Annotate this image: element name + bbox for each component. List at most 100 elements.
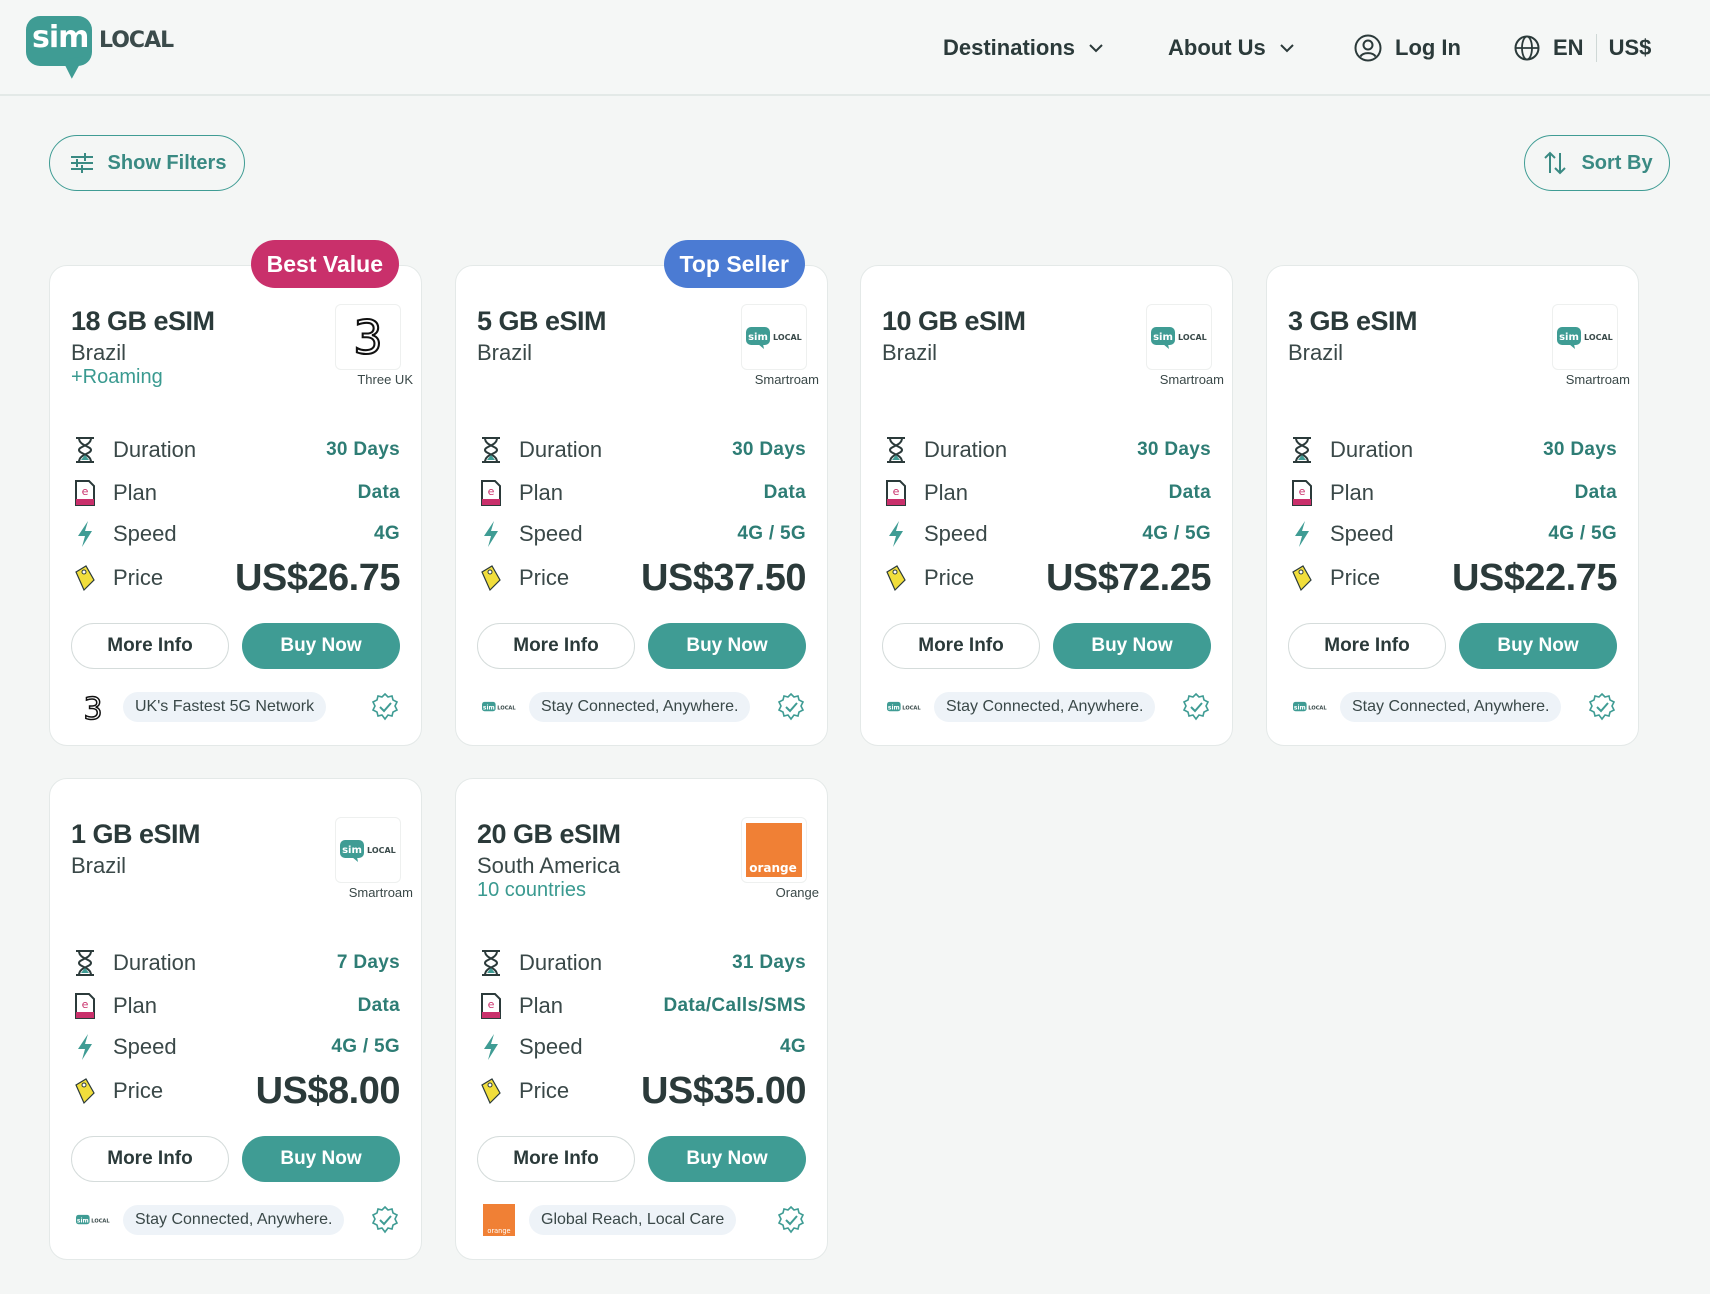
price-label: Price [519,1078,570,1103]
buy-now-button[interactable]: Buy Now [648,1136,806,1182]
duration-value: 30 Days [326,439,400,460]
nav-about-us[interactable]: About Us [1168,30,1296,66]
show-filters-button[interactable]: Show Filters [49,135,245,191]
plan-title: 20 GB eSIM [477,819,621,849]
speed-value: 4G / 5G [331,1036,400,1057]
user-circle-icon [1354,34,1382,62]
plan-label: Plan [924,480,969,505]
duration-value: 30 Days [1137,439,1211,460]
esim-card: Top Seller 5 GB eSIM Brazil sim LOCAL Sma… [455,240,828,746]
svg-text:e: e [488,485,495,498]
svg-text:sim: sim [888,705,900,712]
more-info-button[interactable]: More Info [477,1136,635,1182]
svg-text:e: e [893,485,900,498]
price-row: Price US$37.50 [477,557,807,599]
svg-text:LOCAL: LOCAL [91,1219,110,1225]
nav-destinations-label: Destinations [943,35,1076,60]
hourglass-icon [71,436,99,464]
plan-country: Brazil [882,340,938,365]
price-label: Price [113,565,164,590]
duration-label: Duration [113,437,197,462]
roaming-link[interactable]: +Roaming [71,366,163,388]
tagline-badge: Stay Connected, Anywhere. [934,692,1156,722]
hourglass-icon [477,436,505,464]
top-seller-badge: Top Seller [663,240,805,288]
svg-text:LOCAL: LOCAL [902,706,921,712]
buy-now-button[interactable]: Buy Now [1053,623,1211,669]
plan-label: Plan [113,993,158,1018]
buy-now-button[interactable]: Buy Now [648,623,806,669]
lightning-icon [477,1033,505,1061]
simlocal-mini-logo: sim LOCAL [1288,691,1332,723]
plan-row: e Plan Data [477,477,806,509]
card-footer: orange Global Reach, Local Care [477,1200,806,1240]
card-footer: sim LOCAL Stay Connected, Anywhere. [1288,687,1617,727]
esim-chip-icon: e [477,479,505,507]
svg-text:3: 3 [83,692,102,722]
svg-text:LOCAL: LOCAL [497,706,516,712]
operator-name: Smartroam [348,885,413,900]
svg-text:LOCAL: LOCAL [773,333,802,342]
price-row: Price US$22.75 [1288,557,1618,599]
svg-text:LOCAL: LOCAL [1178,333,1207,342]
plan-country: Brazil [71,853,127,878]
divider [1595,34,1597,62]
hourglass-icon [71,949,99,977]
buy-now-button[interactable]: Buy Now [242,1136,400,1182]
language-currency-selector[interactable]: EN US$ [1513,30,1651,66]
buy-now-button[interactable]: Buy Now [1459,623,1617,669]
duration-label: Duration [519,437,603,462]
duration-label: Duration [924,437,1008,462]
sort-by-button[interactable]: Sort By [1524,135,1670,191]
svg-text:sim: sim [1153,332,1173,343]
countries-link[interactable]: 10 countries [477,879,586,901]
buy-now-button[interactable]: Buy Now [242,623,400,669]
price-tag-icon [477,1077,505,1105]
esim-chip-icon: e [71,479,99,507]
price-row: Price US$8.00 [71,1070,401,1112]
sort-by-label: Sort By [1581,151,1653,174]
simlocal-mini-logo: sim LOCAL [477,691,521,723]
more-info-button[interactable]: More Info [882,623,1040,669]
simlocal-operator-logo: sim LOCAL [1146,304,1212,370]
operator-name: Smartroam [1565,372,1630,387]
plan-title: 5 GB eSIM [477,306,607,336]
svg-text:e: e [488,998,495,1011]
speed-row: Speed 4G / 5G [71,1031,400,1063]
svg-text:LOCAL: LOCAL [1584,333,1613,342]
esim-chip-icon: e [1288,479,1316,507]
plan-label: Plan [519,993,564,1018]
price-row: Price US$26.75 [71,557,401,599]
language-label: EN [1553,35,1584,60]
more-info-button[interactable]: More Info [71,1136,229,1182]
simlocal-logo[interactable]: sim LOCAL [26,16,186,80]
plan-label: Plan [113,480,158,505]
duration-row: Duration 7 Days [71,947,400,979]
price-label: Price [519,565,570,590]
orange-logo: orange [741,817,807,883]
hourglass-icon [477,949,505,977]
duration-row: Duration 30 Days [882,434,1211,466]
nav-destinations[interactable]: Destinations [943,30,1105,66]
plan-row: e Plan Data [71,477,400,509]
tagline-badge: UK's Fastest 5G Network [123,692,327,722]
duration-value: 30 Days [1543,439,1617,460]
more-info-button[interactable]: More Info [71,623,229,669]
price-value: US$35.00 [640,1069,807,1112]
simlocal-mini-logo: sim LOCAL [882,691,926,723]
site-header: sim LOCAL Destinations About Us Log In E… [0,0,1710,96]
three-uk-mini-logo: 3 [71,691,115,723]
nav-login[interactable]: Log In [1353,30,1461,66]
price-value: US$22.75 [1451,556,1618,599]
svg-text:sim: sim [77,1218,89,1225]
plan-country: South America [477,853,621,878]
more-info-button[interactable]: More Info [477,623,635,669]
logo-sim-text: sim [32,20,89,55]
verified-check-icon [1182,692,1210,721]
orange-mini-wordmark: orange [487,1227,510,1235]
price-label: Price [924,565,975,590]
simlocal-operator-logo: sim LOCAL [741,304,807,370]
more-info-button[interactable]: More Info [1288,623,1446,669]
esim-card: 20 GB eSIM South America 10 countries or… [455,778,828,1260]
speed-label: Speed [519,521,583,546]
